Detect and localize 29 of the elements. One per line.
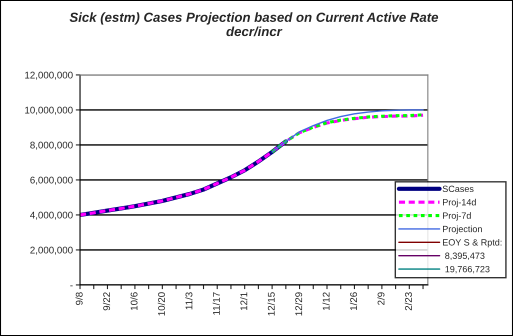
x-tick-label: 1/26 xyxy=(350,292,358,310)
x-tick-label: 10/20 xyxy=(158,292,165,316)
legend-label: Proj-7d xyxy=(443,212,471,221)
x-tick-label: 11/3 xyxy=(185,292,192,310)
y-tick-label: 8,000,000 xyxy=(30,142,73,150)
legend-label: Projection xyxy=(443,226,482,234)
x-tick-label: 11/17 xyxy=(212,292,220,315)
y-tick-label: 4,000,000 xyxy=(30,212,73,220)
x-tick-label: 12/15 xyxy=(268,292,275,316)
legend-label: EOY S & Rptd: xyxy=(443,238,502,248)
y-tick-label: 10,000,000 xyxy=(25,106,73,115)
chart-title: Sick (estm) Cases Projection based on Current Active Rate decr/incr xyxy=(70,12,438,36)
legend-label: 8,395,473 xyxy=(445,252,485,260)
y-tick-label: 6,000,000 xyxy=(30,176,73,185)
x-tick-label: 10/6 xyxy=(130,292,138,310)
legend-label: SCases xyxy=(442,186,474,192)
legend-label: 19,766,723 xyxy=(445,266,490,274)
y-tick-label: 12,000,000 xyxy=(25,72,73,80)
y-tick-label: - xyxy=(70,285,73,286)
x-tick-label: 9/8 xyxy=(75,292,83,305)
y-tick-label: 2,000,000 xyxy=(30,246,73,255)
line-series xyxy=(80,114,425,216)
x-tick-label: 9/22 xyxy=(102,292,110,310)
x-tick-label: 12/1 xyxy=(240,292,248,310)
x-tick-label: 2/9 xyxy=(377,292,384,305)
x-tick-label: 12/29 xyxy=(295,292,302,316)
x-tick-label: 2/23 xyxy=(404,292,412,310)
legend-label: Proj-14d xyxy=(443,198,476,208)
x-tick-label: 1/12 xyxy=(322,292,330,310)
